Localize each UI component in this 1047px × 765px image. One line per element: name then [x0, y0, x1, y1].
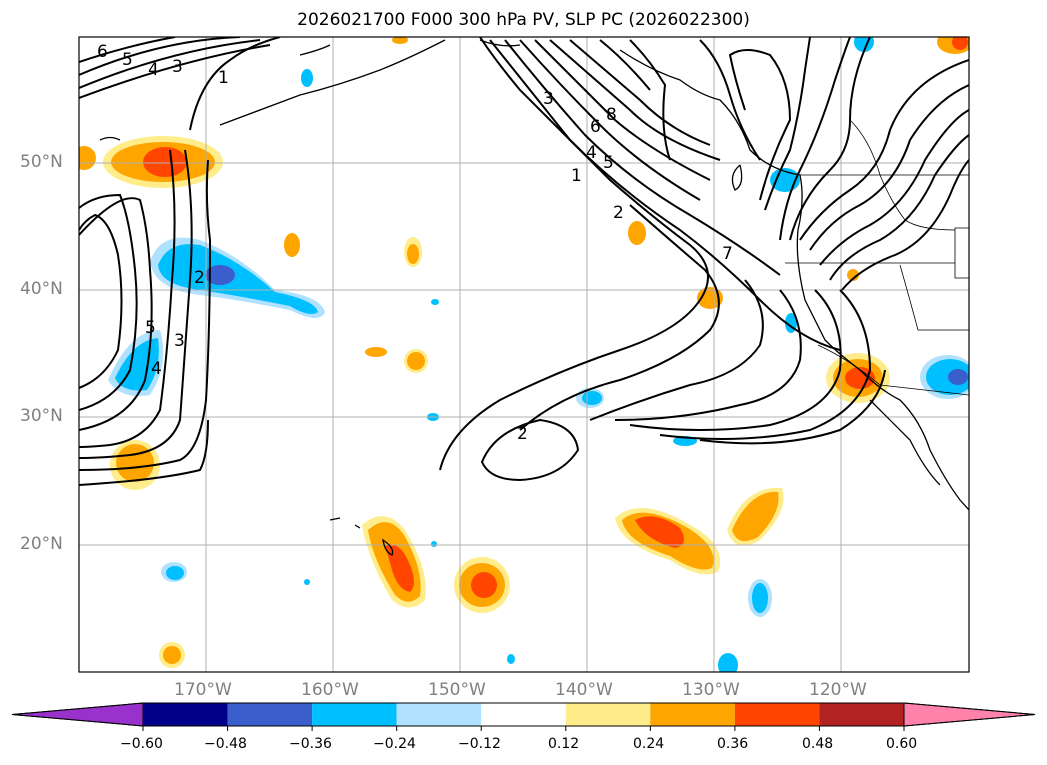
- pos-anomaly-2: [79, 146, 96, 170]
- lon-label: 160°W: [301, 680, 359, 700]
- colorbar-tick-label: 0.24: [633, 736, 665, 752]
- contour-label: 1: [218, 68, 229, 88]
- colorbar-box: [650, 703, 735, 726]
- positive-anomalies: [79, 37, 969, 668]
- neg-anomaly-13: [431, 299, 439, 305]
- map-area: 6 5 4 3 1 2 5 4 3 3 6 4 5 8 1 2 7 2: [79, 37, 969, 672]
- colorbar-tick-label: −0.36: [289, 736, 332, 752]
- slp-contours: [79, 37, 969, 486]
- contour-label: 4: [586, 143, 597, 163]
- contour-label: 5: [603, 153, 614, 173]
- pos-anomaly-11: [847, 269, 859, 281]
- colorbar-tick-label: 0.36: [717, 736, 749, 752]
- contour-label: 7: [722, 244, 733, 264]
- contour-label: 1: [571, 166, 582, 186]
- neg-anomaly-17: [431, 541, 437, 547]
- lat-label: 40°N: [20, 279, 63, 299]
- colorbar-box: [227, 703, 313, 726]
- pos-anomaly-4: [284, 233, 300, 257]
- contour-label: 3: [172, 57, 183, 77]
- coastlines: [99, 39, 969, 556]
- pos-anomaly-9: [628, 221, 646, 245]
- colorbar-box: [565, 703, 651, 726]
- colorbar-box: [312, 703, 397, 726]
- colorbar: [11, 702, 1036, 731]
- colorbar-box: [481, 703, 566, 726]
- pos-anomaly-18: [392, 37, 408, 44]
- colorbar-box: [819, 703, 904, 726]
- contour-label: 5: [145, 318, 156, 338]
- contour-label: 2: [613, 203, 624, 223]
- colorbar-box: [396, 703, 482, 726]
- contour-labels: 6 5 4 3 1 2 5 4 3 3 6 4 5 8 1 2 7 2: [97, 42, 733, 444]
- lon-label: 150°W: [428, 680, 486, 700]
- contour-label: 4: [151, 359, 162, 379]
- map-title: 2026021700 F000 300 hPa PV, SLP PC (2026…: [297, 10, 750, 30]
- contour-label: 2: [194, 268, 205, 288]
- lon-label: 170°W: [174, 680, 232, 700]
- colorbar-tick-label: 0.12: [548, 736, 580, 752]
- colorbar-tick-label: 0.48: [802, 736, 834, 752]
- contour-label: 6: [590, 117, 601, 137]
- borders: [785, 119, 969, 396]
- colorbar-extend-max: [903, 702, 1036, 727]
- pv-anomaly-fill: [79, 37, 969, 672]
- colorbar-tick-label: −0.60: [120, 736, 163, 752]
- colorbar-tick-label: 0.60: [886, 736, 918, 752]
- neg-anomaly-16: [304, 579, 310, 585]
- neg-anomaly-14: [718, 653, 738, 672]
- lon-label: 120°W: [809, 680, 867, 700]
- colorbar-tick-label: −0.12: [458, 736, 501, 752]
- negative-anomalies: [108, 37, 969, 672]
- lat-label: 50°N: [20, 152, 63, 172]
- map-frame: [78, 36, 970, 673]
- contour-label: 3: [174, 331, 185, 351]
- neg-anomaly-4: [301, 69, 313, 87]
- contour-label: 4: [148, 60, 159, 80]
- lon-label: 130°W: [682, 680, 740, 700]
- contour-label: 6: [97, 42, 108, 62]
- colorbar-tick-label: −0.48: [204, 736, 247, 752]
- colorbar-box: [143, 703, 228, 726]
- lat-label: 30°N: [20, 406, 63, 426]
- contour-label: 3: [543, 89, 554, 109]
- lon-label: 140°W: [555, 680, 613, 700]
- contour-label: 2: [517, 424, 528, 444]
- colorbar-box: [734, 703, 820, 726]
- lat-label: 20°N: [20, 534, 63, 554]
- pos-anomaly-6: [365, 347, 387, 357]
- graticule: [79, 37, 969, 672]
- contour-label: 8: [606, 105, 617, 125]
- contour-label: 5: [122, 50, 133, 70]
- colorbar-extend-min: [11, 702, 144, 727]
- neg-anomaly-15: [507, 654, 515, 664]
- colorbar-tick-label: −0.24: [373, 736, 416, 752]
